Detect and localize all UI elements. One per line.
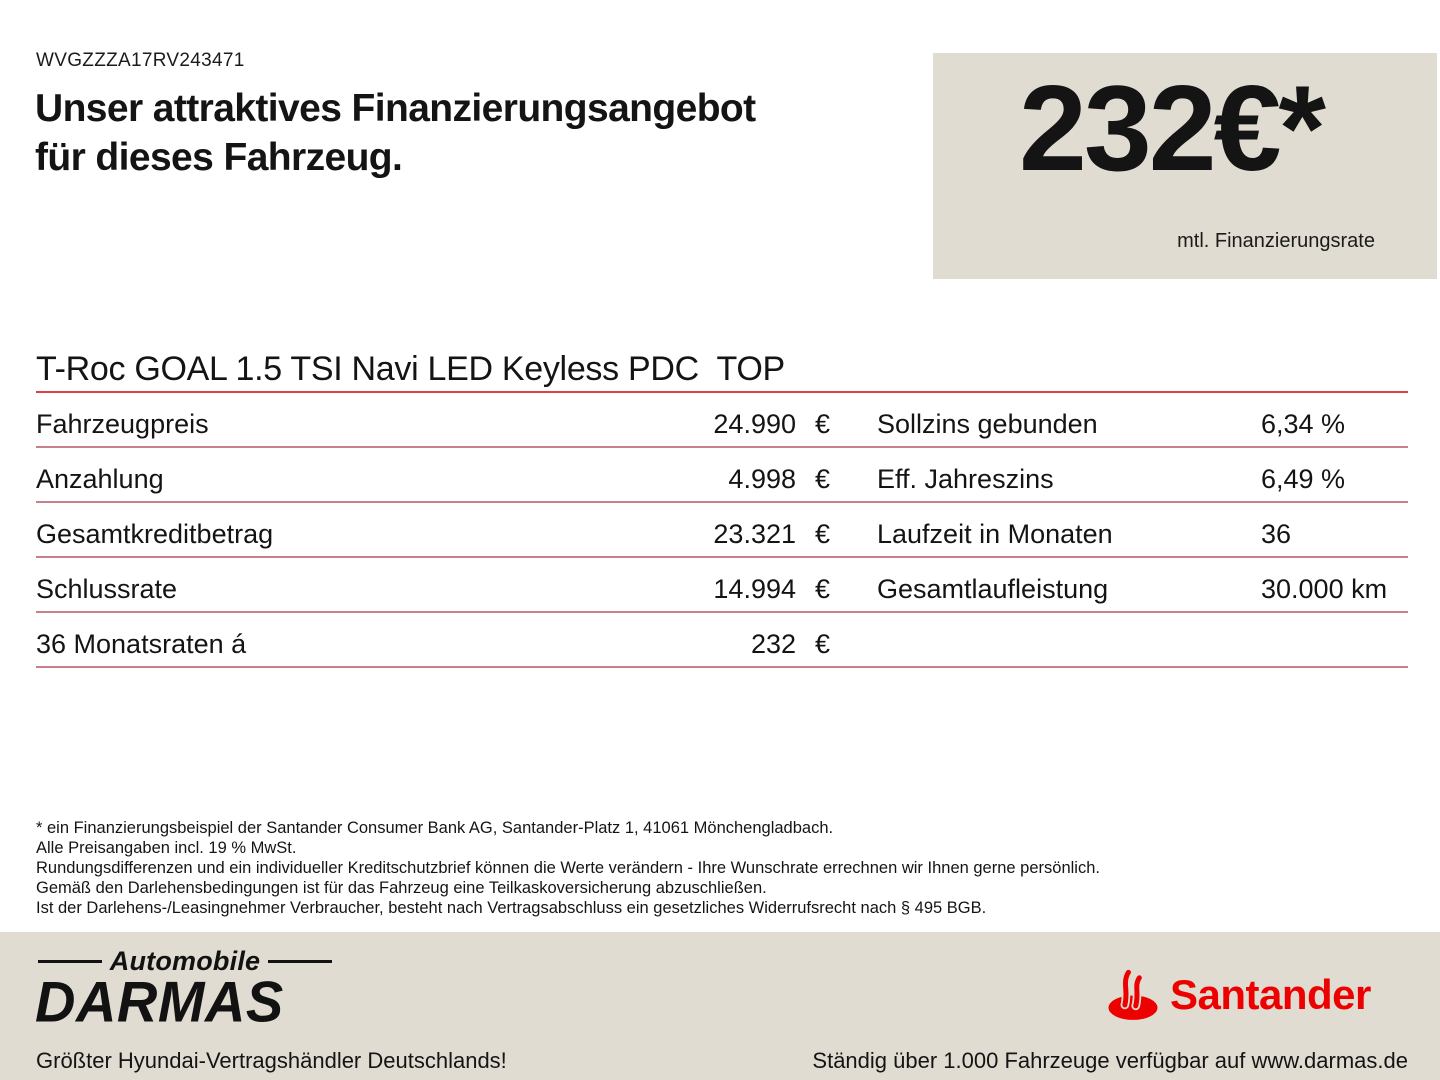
logo-rule-left <box>37 960 102 963</box>
row-label: 36 Monatsraten á <box>36 629 247 659</box>
row-label: Schlussrate <box>36 574 178 604</box>
row-value: 4.998 <box>728 464 796 494</box>
table-cell-right: Sollzins gebunden 6,34 % <box>877 409 1408 440</box>
monthly-rate-box: 232€* mtl. Finanzierungsrate <box>933 53 1437 279</box>
table-cell-left: Gesamtkreditbetrag 23.321 € <box>36 519 830 550</box>
table-cell-left: 36 Monatsraten á 232 € <box>36 629 830 660</box>
darmas-logo-wordmark: DARMAS <box>35 969 284 1034</box>
row-unit: € <box>814 519 830 549</box>
monthly-rate-amount: 232€* <box>1019 60 1326 196</box>
car-title-underline <box>36 391 1408 393</box>
table-cell-left: Schlussrate 14.994 € <box>36 574 830 605</box>
row-label: Gesamtlaufleistung <box>877 574 1109 604</box>
darmas-logo-top: Automobile <box>35 946 335 977</box>
fine-print: * ein Finanzierungsbeispiel der Santande… <box>36 818 1100 918</box>
santander-flame-icon <box>1104 968 1162 1027</box>
table-cell-right: Gesamtlaufleistung 30.000 km <box>877 574 1408 605</box>
table-cell-left: Anzahlung 4.998 € <box>36 464 830 495</box>
logo-rule-right <box>268 960 333 963</box>
fine-print-line: Gemäß den Darlehensbedingungen ist für d… <box>36 879 767 897</box>
fine-print-line: Ist der Darlehens-/Leasingnehmer Verbrau… <box>36 899 987 917</box>
row-value: 6,34 % <box>1261 409 1346 439</box>
footer-claim-right: Ständig über 1.000 Fahrzeuge verfügbar a… <box>812 1048 1408 1073</box>
row-value: 30.000 km <box>1261 574 1388 604</box>
car-title: T-Roc GOAL 1.5 TSI Navi LED Keyless PDC … <box>36 350 785 388</box>
financing-table: Fahrzeugpreis 24.990 € Sollzins gebunden… <box>36 393 1408 668</box>
page-title-line1: Unser attraktives Finanzierungsangebot <box>35 87 756 130</box>
darmas-logo-subtitle: Automobile <box>109 946 261 976</box>
table-cell-right: Laufzeit in Monaten 36 <box>877 519 1408 550</box>
row-label: Gesamtkreditbetrag <box>36 519 274 549</box>
row-value: 14.994 <box>713 574 796 604</box>
table-row: 36 Monatsraten á 232 € <box>36 613 1408 668</box>
table-row: Schlussrate 14.994 € Gesamtlaufleistung … <box>36 558 1408 613</box>
row-value: 24.990 <box>713 409 796 439</box>
vehicle-vin: WVGZZZA17RV243471 <box>36 50 245 71</box>
page-title-line2: für dieses Fahrzeug. <box>35 136 403 179</box>
row-unit: € <box>814 574 830 604</box>
row-label: Fahrzeugpreis <box>36 409 209 439</box>
row-unit: € <box>814 464 830 494</box>
fine-print-line: * ein Finanzierungsbeispiel der Santande… <box>36 819 834 837</box>
monthly-rate-label: mtl. Finanzierungsrate <box>1177 230 1375 252</box>
table-cell-right: Eff. Jahreszins 6,49 % <box>877 464 1408 495</box>
fine-print-line: Alle Preisangaben incl. 19 % MwSt. <box>36 839 297 857</box>
fine-print-line: Rundungsdifferenzen und ein individuelle… <box>36 859 1100 877</box>
table-row: Fahrzeugpreis 24.990 € Sollzins gebunden… <box>36 393 1408 448</box>
page-title: Unser attraktives Finanzierungsangebot f… <box>35 84 756 182</box>
row-unit: € <box>814 409 830 439</box>
row-unit: € <box>814 629 830 659</box>
footer-band: Automobile DARMAS Santander Größter Hyun… <box>0 932 1440 1080</box>
darmas-logo: Automobile DARMAS <box>35 946 335 1034</box>
table-row: Gesamtkreditbetrag 23.321 € Laufzeit in … <box>36 503 1408 558</box>
footer-claim-left: Größter Hyundai-Vertragshändler Deutschl… <box>36 1048 507 1073</box>
santander-wordmark: Santander <box>1170 970 1371 1018</box>
row-label: Laufzeit in Monaten <box>877 519 1113 549</box>
row-value: 6,49 % <box>1261 464 1346 494</box>
table-row: Anzahlung 4.998 € Eff. Jahreszins 6,49 % <box>36 448 1408 503</box>
row-label: Eff. Jahreszins <box>877 464 1054 494</box>
row-value: 36 <box>1261 519 1292 549</box>
row-label: Sollzins gebunden <box>877 409 1098 439</box>
row-value: 23.321 <box>713 519 796 549</box>
row-value: 232 <box>750 629 796 659</box>
row-label: Anzahlung <box>36 464 164 494</box>
santander-logo: Santander <box>1104 968 1371 1027</box>
table-cell-left: Fahrzeugpreis 24.990 € <box>36 409 830 440</box>
